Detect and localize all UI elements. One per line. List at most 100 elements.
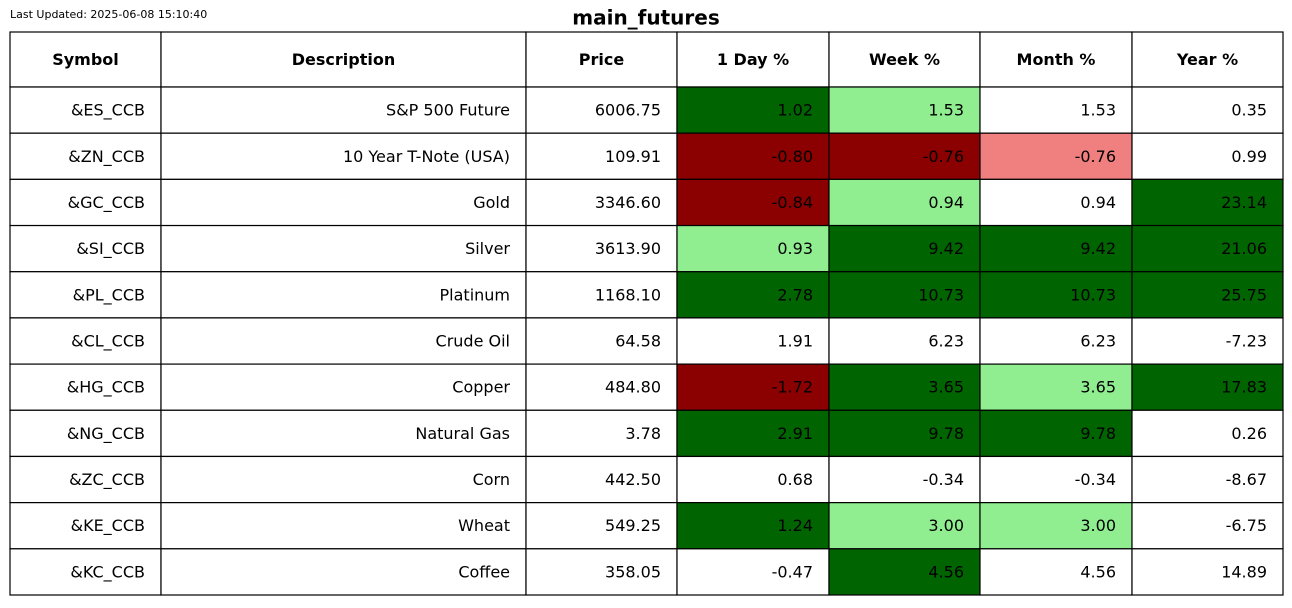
last-updated: Last Updated: 2025-06-08 15:10:40 <box>10 8 207 21</box>
cell-text: 2.78 <box>777 285 813 304</box>
header-cell <box>979 31 1133 88</box>
cell <box>160 548 527 596</box>
cell-text: -0.84 <box>772 193 813 212</box>
cell-text: 1168.10 <box>595 285 661 304</box>
cell-text: Crude Oil <box>436 332 510 351</box>
cell <box>160 132 527 180</box>
cell <box>160 178 527 227</box>
cell-text: 4.56 <box>928 562 964 581</box>
cell <box>525 178 678 227</box>
cell-text: 9.42 <box>928 239 964 258</box>
column-header: Year % <box>1176 50 1238 69</box>
cell-text: -0.47 <box>772 562 813 581</box>
cell <box>1131 455 1284 504</box>
cell <box>1131 86 1284 134</box>
column-header: 1 Day % <box>717 50 789 69</box>
cell-text: 64.58 <box>615 332 661 351</box>
cell-text: 3.00 <box>1080 516 1116 535</box>
cell <box>525 548 678 596</box>
cell-text: &ZN_CCB <box>68 147 145 167</box>
cell-text: 0.94 <box>1080 193 1116 212</box>
cell-text: 3.65 <box>1080 378 1116 397</box>
cell-text: &KC_CCB <box>70 562 145 582</box>
cell <box>160 455 527 504</box>
cell-text: &KE_CCB <box>71 516 145 536</box>
cell <box>828 271 981 319</box>
cell-text: 549.25 <box>605 516 661 535</box>
cell-text: 1.02 <box>777 101 813 120</box>
cell <box>828 363 981 411</box>
cell <box>1131 317 1284 365</box>
cell <box>9 502 162 550</box>
cell <box>828 502 981 550</box>
cell <box>1131 178 1284 227</box>
cell <box>676 409 830 458</box>
cell-text: Silver <box>465 239 510 258</box>
cell-text: &HG_CCB <box>67 378 145 398</box>
cell-text: -6.75 <box>1226 516 1267 535</box>
cell-text: 3613.90 <box>595 239 661 258</box>
cell <box>9 317 162 365</box>
cell-text: 358.05 <box>605 562 661 581</box>
cell-text: 14.89 <box>1221 562 1267 581</box>
cell <box>1131 548 1284 596</box>
cell <box>9 363 162 411</box>
column-header: Symbol <box>52 50 119 69</box>
cell <box>828 132 981 180</box>
cell-text: -0.34 <box>923 470 964 489</box>
cell-text: 6006.75 <box>595 101 661 120</box>
cell-text: Gold <box>473 193 510 212</box>
cell-text: 3.00 <box>928 516 964 535</box>
cell-text: 1.53 <box>928 101 964 120</box>
cell <box>828 86 981 134</box>
cell-text: 0.93 <box>777 239 813 258</box>
cell-text: 1.91 <box>777 332 813 351</box>
cell-text: 3346.60 <box>595 193 661 212</box>
cell <box>676 502 830 550</box>
column-header: Price <box>579 50 625 69</box>
cell <box>979 363 1133 411</box>
cell <box>828 178 981 227</box>
title: main_futures <box>572 6 720 30</box>
cell <box>676 224 830 273</box>
cell <box>160 271 527 319</box>
cell <box>9 409 162 458</box>
cell <box>979 317 1133 365</box>
cell-text: 109.91 <box>605 147 661 166</box>
cell-text: 0.99 <box>1231 147 1267 166</box>
cell <box>1131 363 1284 411</box>
cell <box>525 455 678 504</box>
cell <box>828 455 981 504</box>
column-header: Description <box>292 50 395 69</box>
cell-text: &CL_CCB <box>71 332 145 352</box>
cell <box>160 224 527 273</box>
cell-text: -7.23 <box>1226 332 1267 351</box>
header-cell <box>525 31 678 88</box>
cell <box>979 271 1133 319</box>
cell-text: &GC_CCB <box>68 193 145 213</box>
cell <box>676 317 830 365</box>
cell <box>979 455 1133 504</box>
cell <box>9 86 162 134</box>
cell-text: 17.83 <box>1221 378 1267 397</box>
cell <box>828 317 981 365</box>
cell-text: 10.73 <box>918 285 964 304</box>
cell-text: Natural Gas <box>415 424 510 443</box>
cell-text: Corn <box>473 470 510 489</box>
table: Symbol Description Price 1 Day % Week % Month… <box>9 31 1284 596</box>
cell <box>676 132 830 180</box>
header-cell <box>160 31 527 88</box>
column-header: Week % <box>869 50 940 69</box>
cell-text: 10.73 <box>1070 285 1116 304</box>
cell-text: 3.78 <box>625 424 661 443</box>
cell <box>525 132 678 180</box>
cell <box>9 548 162 596</box>
cell <box>160 502 527 550</box>
cell-text: -0.34 <box>1075 470 1116 489</box>
cell <box>160 317 527 365</box>
cell <box>676 548 830 596</box>
cell-text: &PL_CCB <box>73 285 145 305</box>
cell-text: 9.78 <box>928 424 964 443</box>
cell-text: -0.76 <box>1075 147 1116 166</box>
